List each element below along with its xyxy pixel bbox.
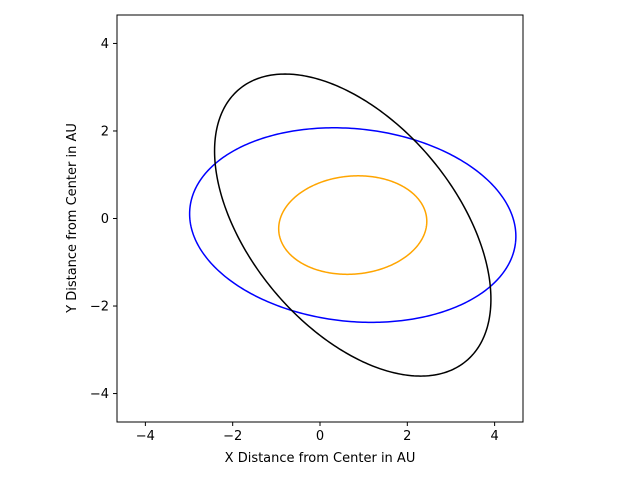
x-tick-label: 2 [403, 429, 411, 444]
x-axis-label: X Distance from Center in AU [225, 451, 416, 466]
orbit-line-2 [188, 127, 517, 324]
y-tick-label: −2 [90, 300, 109, 315]
y-axis-label: Y Distance from Center in AU [65, 123, 80, 314]
x-tick-label: −2 [223, 429, 242, 444]
x-tick-label: 4 [490, 429, 498, 444]
series-layer [188, 73, 517, 377]
x-tick-label: 0 [316, 429, 324, 444]
orbit-line-1 [277, 175, 428, 276]
y-tick-label: 0 [101, 212, 109, 227]
y-tick-label: 2 [101, 124, 109, 139]
y-axis-ticks: −4 −2 0 2 4 [90, 37, 117, 402]
x-tick-label: −4 [136, 429, 155, 444]
x-axis-ticks: −4 −2 0 2 4 [136, 422, 499, 444]
orbit-line-3 [213, 73, 492, 377]
y-tick-label: 4 [101, 37, 109, 52]
y-tick-label: −4 [90, 387, 109, 402]
